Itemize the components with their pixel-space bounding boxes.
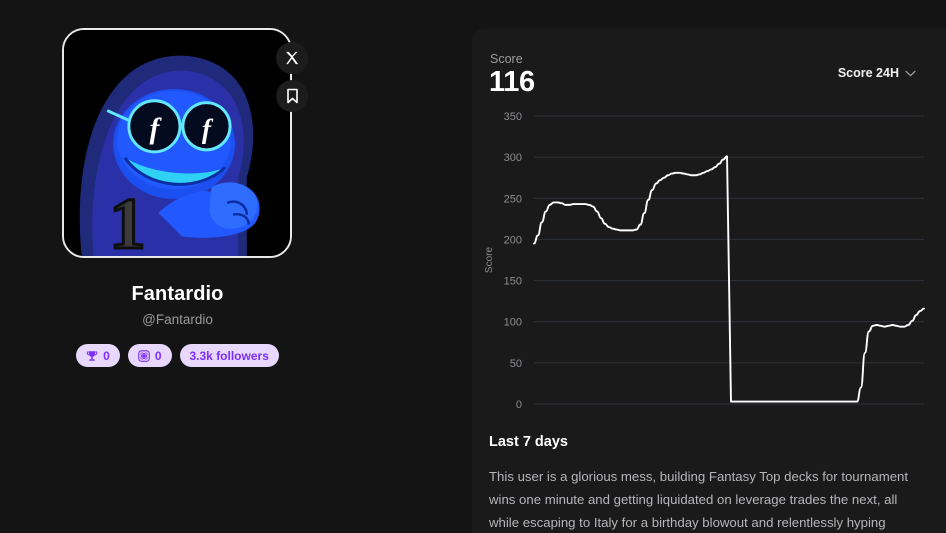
svg-text:f: f [202,113,214,144]
followers-badge-value: 3.3k followers [189,348,269,363]
y-axis-tick-label: 200 [504,234,522,246]
bookmark-button[interactable] [276,80,308,112]
y-axis-tick-label: 300 [504,152,522,164]
followers-badge[interactable]: 3.3k followers [179,344,279,367]
y-axis-title: Score [484,247,495,274]
y-axis-tick-label: 150 [504,276,522,288]
trophy-badge-value: 0 [103,348,110,363]
bookmark-icon [286,88,298,104]
score-line [533,155,925,403]
score-chart-svg: 0 50 100 150 200 250 300 350 Score [484,111,925,411]
avatar-image: f f 1 [64,30,290,256]
y-axis-tick-label: 50 [510,358,522,370]
atom-icon [138,349,150,362]
x-icon [285,51,299,65]
y-axis-tick-label: 100 [504,317,522,329]
y-axis-tick-label: 0 [516,399,522,411]
page-title: Fantardio [131,283,224,305]
score-range-label: Score 24H [837,66,899,80]
svg-text:1: 1 [109,183,145,256]
trophy-icon [86,350,98,361]
score-range-select[interactable]: Score 24H [838,66,916,80]
profile-badges: 0 0 3.3k followers [0,344,355,367]
chevron-down-icon [905,70,916,76]
score-value: 116 [489,66,535,98]
atom-badge-value: 0 [154,348,162,363]
atom-badge[interactable]: 0 [127,344,172,367]
x-button[interactable] [276,42,308,74]
score-chart[interactable]: 0 50 100 150 200 250 300 350 Score [472,100,946,420]
profile-handle: @Fantardio [142,312,213,327]
profile-panel: f f 1 [0,0,460,533]
avatar[interactable]: f f 1 [62,28,292,258]
avatar-side-actions [276,42,308,112]
svg-text:f: f [149,113,162,145]
y-axis-tick-label: 250 [504,193,522,205]
trophy-badge[interactable]: 0 [76,344,120,367]
section-title: Last 7 days [489,434,568,450]
score-label: Score [490,52,523,66]
section-body: This user is a glorious mess, building F… [489,469,909,530]
y-axis-tick-label: 350 [504,111,522,123]
